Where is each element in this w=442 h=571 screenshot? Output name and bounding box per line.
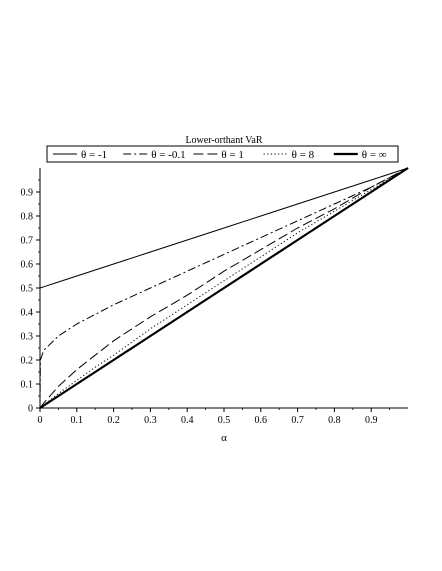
x-tick-label: 0.4: [181, 415, 194, 426]
series-line-4: [39, 167, 409, 409]
axes: 0 0.1 0.2 0.3 0.4 0.5 0.6 0.7 0.8 0.9 0 0.1 0.2 0.3 0.…: [21, 168, 408, 426]
legend: θ = -1 θ = -0.1 θ = 1 θ = 8 θ = ∞: [46, 145, 399, 163]
series-line-2: [39, 167, 409, 409]
legend-label-0: θ = -1: [81, 149, 107, 161]
chart-title: Lower-orthant VaR: [185, 135, 262, 146]
y-tick-label: 0.8: [21, 212, 34, 223]
x-tick-label: 0.1: [71, 415, 84, 426]
y-tick-label: 0.9: [21, 188, 34, 199]
x-tick-label: 0.5: [218, 415, 231, 426]
y-tick-label: 0.5: [21, 284, 34, 295]
legend-box: [46, 145, 399, 163]
y-tick-label: 0.1: [21, 380, 34, 391]
y-tick-label: 0: [28, 404, 33, 415]
y-tick-label: 0.2: [21, 356, 34, 367]
x-axis-label: α: [221, 432, 227, 444]
x-tick-label: 0.9: [365, 415, 378, 426]
legend-label-1: θ = -0.1: [151, 149, 185, 161]
y-tick-label: 0.3: [21, 332, 34, 343]
x-tick-label: 0: [38, 415, 43, 426]
legend-label-4: θ = ∞: [362, 149, 387, 161]
x-tick-label: 0.8: [328, 415, 341, 426]
legend-label-3: θ = 8: [292, 149, 315, 161]
series-line-0: [39, 167, 409, 289]
series-lines: [39, 167, 409, 409]
legend-label-2: θ = 1: [221, 149, 243, 161]
x-tick-label: 0.3: [144, 415, 157, 426]
x-tick-label: 0.7: [291, 415, 304, 426]
x-tick-label: 0.6: [255, 415, 268, 426]
x-tick-label: 0.2: [107, 415, 120, 426]
y-tick-label: 0.6: [21, 260, 34, 271]
y-tick-label: 0.7: [21, 236, 34, 247]
series-line-1: [39, 167, 409, 409]
y-tick-label: 0.4: [21, 308, 34, 319]
